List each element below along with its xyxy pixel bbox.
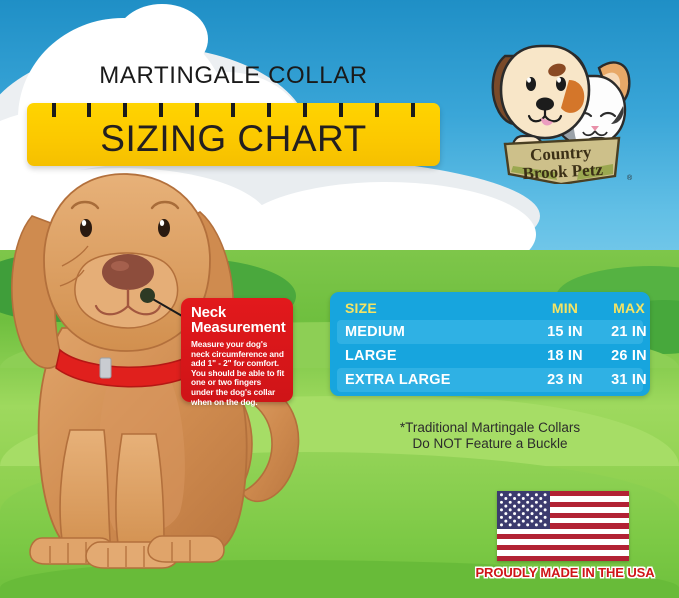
row-size: EXTRA LARGE (345, 372, 451, 388)
row-min: 18 IN (547, 348, 583, 364)
footnote-line-2: Do NOT Feature a Buckle (412, 436, 568, 451)
sizing-table: SIZE MIN MAX MEDIUM 15 IN 21 IN LARGE 18… (330, 292, 650, 396)
poster-title: SIZING CHART (100, 118, 367, 159)
ruler-banner: SIZING CHART (27, 103, 440, 166)
table-header-max: MAX (613, 300, 645, 316)
row-size: LARGE (345, 348, 397, 364)
row-min: 23 IN (547, 372, 583, 388)
table-header-size: SIZE (345, 300, 377, 316)
callout-pointer-dot (140, 288, 155, 303)
table-row: MEDIUM 15 IN 21 IN (337, 320, 647, 344)
row-size: MEDIUM (345, 324, 406, 340)
row-min: 15 IN (547, 324, 583, 340)
row-max: 26 IN (611, 348, 647, 364)
footnote-line-1: *Traditional Martingale Collars (399, 420, 581, 435)
table-header-min: MIN (551, 300, 579, 316)
row-max: 21 IN (611, 324, 647, 340)
callout-heading: Neck Measurement (191, 304, 286, 336)
dog-illustration (11, 173, 300, 569)
row-max: 31 IN (611, 372, 647, 388)
logo-line-1: Country (530, 142, 593, 164)
table-header-row: SIZE MIN MAX (337, 296, 645, 320)
table-row: EXTRA LARGE 23 IN 31 IN (337, 368, 647, 392)
logo-line-2: Brook Petz (522, 160, 604, 183)
logo-trademark: ® (627, 174, 633, 182)
made-in-usa-label: PROUDLY MADE IN THE USA (475, 565, 655, 580)
usa-flag (497, 491, 629, 563)
country-brook-petz-logo: Country Brook Petz ® (491, 44, 633, 184)
poster-supertitle: MARTINGALE COLLAR (99, 62, 368, 89)
flag-graphic (497, 491, 629, 561)
neck-measurement-callout: Neck Measurement Measure your dog's neck… (181, 298, 293, 406)
buckle-footnote: *Traditional Martingale Collars Do NOT F… (330, 420, 650, 452)
callout-heading-line1: Neck (191, 304, 227, 321)
callout-body: Measure your dog's neck circumference an… (191, 339, 285, 407)
table-row: LARGE 18 IN 26 IN (337, 344, 647, 368)
flag-canton (497, 491, 550, 529)
dog-icon (491, 44, 614, 156)
callout-heading-line2: Measurement (191, 319, 286, 336)
